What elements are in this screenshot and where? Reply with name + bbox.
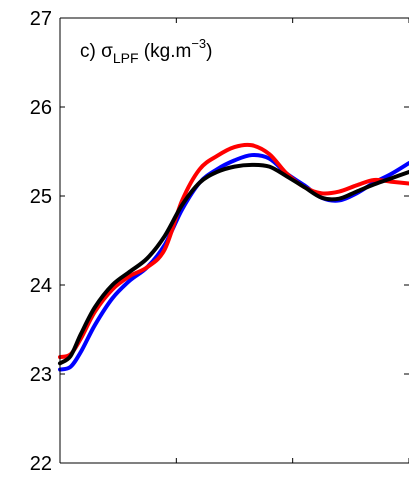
y-tick-label-1: 23 <box>30 364 52 386</box>
tick-layer: 22 23 24 25 26 27 <box>30 8 409 475</box>
y-tick-label-3: 25 <box>30 186 52 208</box>
y-tick-label-4: 26 <box>30 97 52 119</box>
title-units-superscript: −3 <box>191 36 206 51</box>
panel-label: c) <box>80 41 101 62</box>
series-line-2 <box>58 162 409 366</box>
series-line-1 <box>58 142 409 360</box>
title-symbol: σ <box>101 41 113 62</box>
y-tick-label-5: 27 <box>30 8 52 30</box>
y-tick-label-2: 24 <box>30 275 52 297</box>
title-units-suffix: ) <box>206 41 212 62</box>
title-units-prefix: (kg.m <box>139 41 192 62</box>
plot-area <box>60 18 409 463</box>
series-layer <box>58 142 409 372</box>
chart-title: c) σLPF (kg.m−3) <box>80 36 212 66</box>
title-subscript: LPF <box>113 50 139 66</box>
axis-layer <box>59 17 409 464</box>
y-tick-label-0: 22 <box>30 453 52 475</box>
